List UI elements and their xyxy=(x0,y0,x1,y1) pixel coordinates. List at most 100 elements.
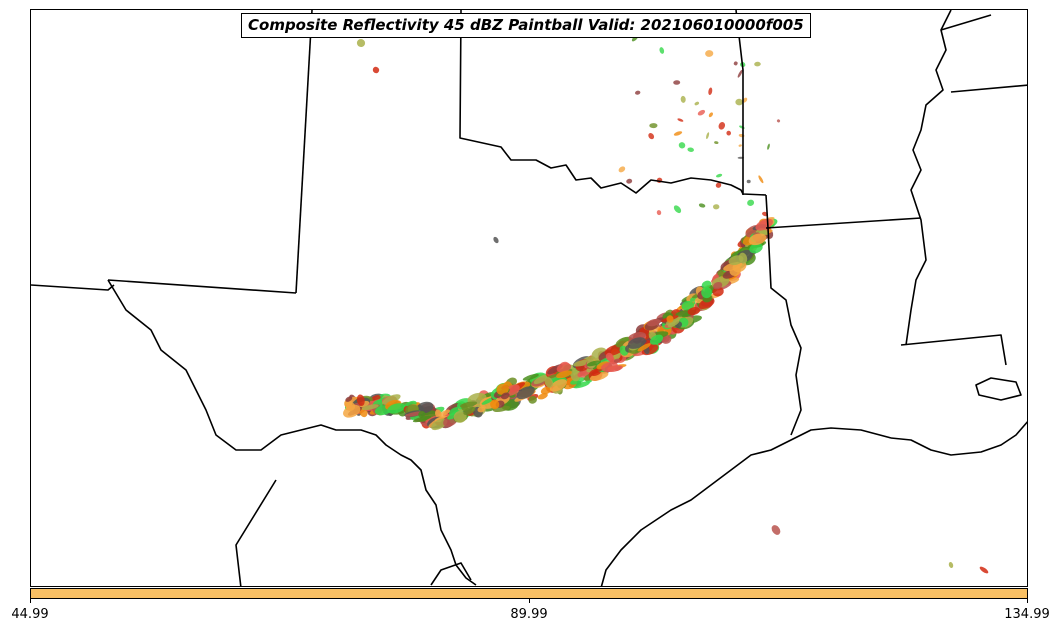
paintball-cell xyxy=(677,118,684,122)
paintball-cell xyxy=(540,386,552,395)
paintball-cell xyxy=(705,50,714,57)
paintball-cell xyxy=(714,141,719,145)
paintball-cell xyxy=(516,386,535,400)
paintball-cell xyxy=(345,396,353,402)
paintball-cell xyxy=(687,307,700,316)
paintball-cell xyxy=(708,112,714,118)
paintball-cell xyxy=(459,401,478,408)
la-ms-border xyxy=(900,334,1007,366)
colorbar-tick xyxy=(30,599,31,603)
paintball-cell xyxy=(659,47,665,54)
paintball-cell xyxy=(771,525,781,535)
paintball-cell xyxy=(573,381,590,389)
paintball-cell xyxy=(637,343,651,352)
paintball-cell xyxy=(726,130,732,136)
paintball-cell xyxy=(697,109,706,116)
paintball-cell xyxy=(648,133,655,140)
paintball-cell xyxy=(742,97,748,103)
paintball-cell xyxy=(382,394,401,405)
paintball-cell xyxy=(718,122,726,130)
map-canvas xyxy=(31,10,1027,586)
colorbar-tick-label-mid: 89.99 xyxy=(510,607,548,622)
paintball-cell xyxy=(431,418,448,431)
map-title: Composite Reflectivity 45 dBZ Paintball … xyxy=(241,13,811,38)
paintball-cell xyxy=(694,101,700,106)
paintball-cell xyxy=(361,404,379,411)
paintball-cell xyxy=(496,383,509,395)
paintball-cell xyxy=(627,337,646,349)
texas-gulf-coast xyxy=(600,427,892,586)
lake-pontchartrain xyxy=(975,377,1022,401)
paintball-cell xyxy=(387,403,406,414)
paintball-cell xyxy=(505,384,520,396)
paintball-cell xyxy=(343,404,361,418)
paintball-cell xyxy=(649,334,664,345)
paintball-cell xyxy=(533,374,549,385)
paintball-cell xyxy=(701,280,712,289)
paintball-cell xyxy=(749,242,763,254)
paintball-cell xyxy=(618,166,626,173)
rio-grande xyxy=(107,279,477,586)
paintball-cell xyxy=(556,370,572,379)
texas-panhandle-south-border xyxy=(107,279,297,294)
paintball-cell xyxy=(715,182,722,188)
paintball-cell xyxy=(737,69,743,78)
paintball-cell xyxy=(713,204,720,210)
paintball-cell xyxy=(776,119,781,123)
paintball-cell xyxy=(747,199,755,206)
paintball-cell xyxy=(356,38,366,48)
map-panel xyxy=(30,9,1028,587)
paintball-cell xyxy=(656,210,662,216)
colorbar-tick xyxy=(529,599,530,603)
paintball-cell xyxy=(544,377,554,388)
paintball-cell xyxy=(735,98,743,106)
texas-panhandle-west-border xyxy=(295,10,313,294)
paintball-cell xyxy=(758,175,764,184)
paintball-cell xyxy=(733,61,738,66)
paintball-cell xyxy=(528,396,537,404)
colorbar-tick xyxy=(1027,599,1028,603)
paintball-cell xyxy=(453,410,467,423)
paintball-cell xyxy=(412,415,432,423)
paintball-cell xyxy=(739,125,745,129)
paintball-cell xyxy=(570,369,581,382)
paintball-cell xyxy=(979,566,989,574)
paintball-cell xyxy=(673,80,681,85)
ar-la-border xyxy=(765,217,922,229)
tx-la-border xyxy=(765,194,802,436)
paintball-cell xyxy=(673,131,683,136)
paintball-cell xyxy=(666,315,674,323)
paintball-cell xyxy=(738,144,742,147)
paintball-cell xyxy=(438,409,450,417)
state-boundaries xyxy=(31,10,1027,586)
tn-ms-border xyxy=(940,14,992,31)
paintball-cell xyxy=(586,360,602,367)
paintball-cell xyxy=(716,173,723,178)
paintball-cell xyxy=(728,255,744,266)
mississippi-river xyxy=(905,10,952,346)
paintball-cell xyxy=(948,561,954,569)
paintball-cell xyxy=(767,143,770,150)
mexico-coast xyxy=(430,562,472,586)
paintball-cell xyxy=(481,397,495,405)
paintball-cell xyxy=(646,318,661,327)
paintball-cell xyxy=(667,319,680,328)
mexico-state-line xyxy=(235,479,277,586)
paintball-cell xyxy=(666,314,683,326)
paintball-cell xyxy=(626,178,633,184)
paintball-cell xyxy=(635,90,641,95)
paintball-cell xyxy=(698,203,706,208)
paintball-cell xyxy=(706,132,710,139)
paintball-cell xyxy=(678,142,686,149)
paintball-cell xyxy=(418,411,426,418)
paintball-cell xyxy=(649,123,658,129)
nm-co-border xyxy=(31,284,115,291)
paintball-cell xyxy=(673,205,682,214)
ms-al-border xyxy=(950,84,1027,93)
paintball-cell xyxy=(601,361,618,372)
reflectivity-paintball-layer xyxy=(343,34,989,574)
paintball-cell xyxy=(589,371,609,381)
paintball-cell xyxy=(463,406,476,416)
paintball-cell xyxy=(701,286,713,299)
paintball-cell xyxy=(687,147,694,152)
